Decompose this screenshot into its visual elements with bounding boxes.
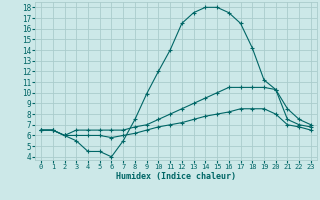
X-axis label: Humidex (Indice chaleur): Humidex (Indice chaleur) [116, 172, 236, 181]
